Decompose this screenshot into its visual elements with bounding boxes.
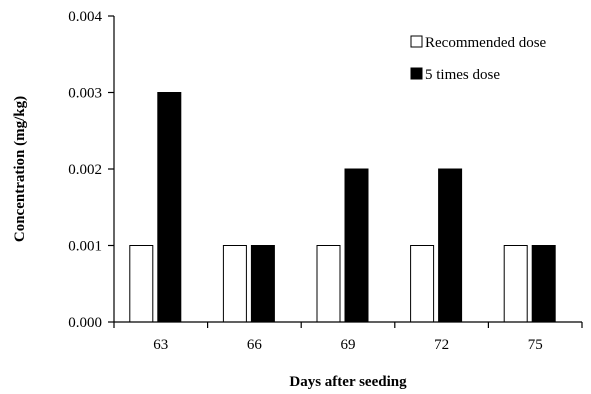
bar-recommended-dose [410, 245, 435, 323]
legend: Recommended dose 5 times dose [410, 35, 547, 83]
y-tick-label: 0.004 [68, 9, 102, 25]
bars-layer [129, 92, 556, 323]
bar-5-times-dose [157, 92, 182, 323]
y-tick-label: 0.001 [68, 239, 102, 255]
x-tick-label: 66 [247, 337, 263, 353]
x-tick-label: 63 [153, 337, 168, 353]
bar-5-times-dose [531, 245, 556, 323]
bar-recommended-dose [129, 245, 154, 323]
legend-label-5-times-dose: 5 times dose [425, 67, 500, 83]
bar-recommended-dose [503, 245, 528, 323]
bar-5-times-dose [250, 245, 275, 323]
x-axis-title: Days after seeding [289, 374, 407, 390]
y-tick-label: 0.000 [68, 315, 102, 331]
x-tick-label: 72 [434, 337, 449, 353]
y-tick-label: 0.003 [68, 86, 102, 102]
x-tick-label: 69 [341, 337, 356, 353]
bar-5-times-dose [344, 168, 369, 323]
legend-swatch-5-times-dose [410, 67, 423, 80]
bar-recommended-dose [222, 245, 247, 323]
legend-label-recommended-dose: Recommended dose [425, 35, 547, 51]
y-ticks: 0.000 0.001 0.002 0.003 0.004 [68, 9, 114, 331]
x-tick-label: 75 [528, 337, 543, 353]
bar-5-times-dose [438, 168, 463, 323]
y-tick-label: 0.002 [68, 162, 102, 178]
legend-swatch-recommended-dose [410, 35, 423, 48]
bar-recommended-dose [316, 245, 341, 323]
y-axis-title: Concentration (mg/kg) [12, 96, 28, 242]
x-ticks: 63 66 69 72 75 [113, 322, 583, 353]
